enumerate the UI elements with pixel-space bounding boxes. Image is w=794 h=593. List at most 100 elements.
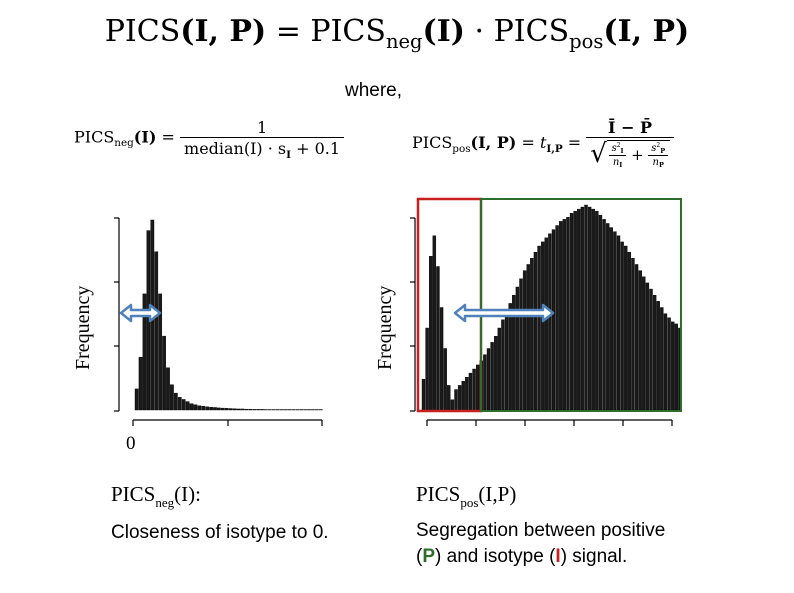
formula-subscript: P [660, 146, 666, 155]
right-double-arrow [453, 303, 555, 323]
description-line: Segregation between positive [416, 520, 666, 541]
mini-fraction: s2I nI [608, 142, 627, 169]
right-bar [638, 270, 642, 411]
right-bar [450, 399, 455, 411]
double-arrow-icon [119, 303, 162, 323]
right-bar [515, 286, 520, 411]
left-bar [134, 388, 139, 411]
right-bar [674, 323, 678, 411]
right-bar [580, 206, 585, 411]
equals-sign: = [521, 133, 535, 152]
left-bar [295, 409, 300, 411]
caption-term: PICS [111, 482, 156, 506]
left-bar [264, 409, 268, 411]
left-bar [244, 408, 249, 411]
formula-args: (I) [422, 14, 465, 49]
right-bar [526, 264, 530, 411]
caption-term: PICS [416, 482, 461, 506]
left-bar [299, 409, 304, 411]
formula-args: (I, P) [603, 14, 690, 49]
numerator: 1 [256, 118, 268, 137]
right-bar [645, 282, 650, 411]
right-bar [559, 221, 563, 411]
caption-subscript: neg [155, 495, 175, 510]
left-bar [166, 367, 170, 411]
right-bar [447, 385, 451, 411]
formula-term: PICS [412, 133, 453, 152]
left-x-tick-zero: 0 [126, 433, 136, 454]
right-bar [537, 245, 541, 411]
mini-num: s2P [651, 142, 666, 155]
denominator: √ s2I nI + s2P nP [586, 137, 674, 169]
right-bar [587, 206, 592, 411]
mini-fraction: s2P nP [648, 142, 668, 169]
formula-subscript: I [619, 160, 623, 169]
fraction: 1 median(I) · sI + 0.1 [180, 118, 345, 161]
left-bar [318, 409, 323, 411]
left-bar [240, 408, 245, 411]
right-bar [497, 327, 502, 411]
mini-den: nI [608, 154, 627, 169]
left-bar [260, 409, 264, 411]
formula-term: PICS [104, 14, 181, 49]
isotype-letter: I [555, 546, 561, 567]
right-bar [670, 321, 675, 411]
right-bar [551, 229, 556, 411]
equals-sign: = [567, 133, 582, 152]
left-bar [193, 404, 198, 411]
left-bar [291, 409, 296, 411]
right-bar [519, 278, 523, 411]
right-bar [573, 210, 577, 411]
right-bar [490, 342, 494, 411]
double-arrow-icon [453, 303, 555, 323]
right-bar [609, 227, 613, 411]
left-bar [138, 357, 143, 411]
right-bar [616, 235, 621, 411]
right-bar [598, 215, 603, 411]
right-bar [530, 258, 534, 411]
var: n [652, 156, 659, 168]
right-bar [465, 377, 469, 411]
right-bar [620, 241, 624, 411]
right-bar [486, 348, 491, 411]
right-bar [432, 235, 437, 411]
formula-subscript: pos [569, 29, 604, 53]
left-bar [267, 409, 272, 411]
formula-subscript: pos [452, 142, 471, 155]
description-line: (P) and isotype (I) signal. [416, 544, 665, 570]
equals-sign: = [275, 14, 301, 49]
text: ( [416, 546, 423, 567]
left-bar [311, 409, 315, 411]
right-bar [624, 245, 628, 411]
right-bar [508, 303, 512, 411]
right-bar [436, 266, 440, 411]
right-bar [439, 307, 444, 411]
sqrt: √ s2I nI + s2P nP [590, 139, 670, 169]
left-bar [201, 406, 206, 411]
left-bar [232, 408, 237, 411]
right-bar [461, 381, 465, 411]
right-bar [569, 212, 574, 411]
sqrt-body: s2I nI + s2P nP [606, 139, 670, 169]
right-bar [475, 364, 480, 411]
sqrt-radical-icon: √ [590, 139, 607, 169]
formula-subscript: I [620, 146, 624, 155]
left-bar [307, 409, 311, 411]
right-bar [457, 385, 462, 411]
fraction: Ī − P̄ √ s2I nI + s2P nP [586, 118, 674, 169]
formula-args: (I) [133, 127, 157, 147]
right-bar [501, 319, 505, 411]
left-bar [158, 293, 163, 411]
right-bar [577, 208, 581, 411]
left-bar [177, 397, 182, 411]
caption-subscript: pos [460, 495, 479, 510]
left-double-arrow [119, 303, 162, 323]
var: n [612, 156, 620, 168]
var: s [611, 142, 617, 154]
right-bar [631, 258, 635, 411]
right-bar [454, 389, 458, 411]
denominator-part: median(I) · s [184, 139, 287, 158]
left-bar [248, 408, 253, 411]
left-description: Closeness of isotype to 0. [111, 522, 329, 543]
right-bar [472, 368, 476, 411]
